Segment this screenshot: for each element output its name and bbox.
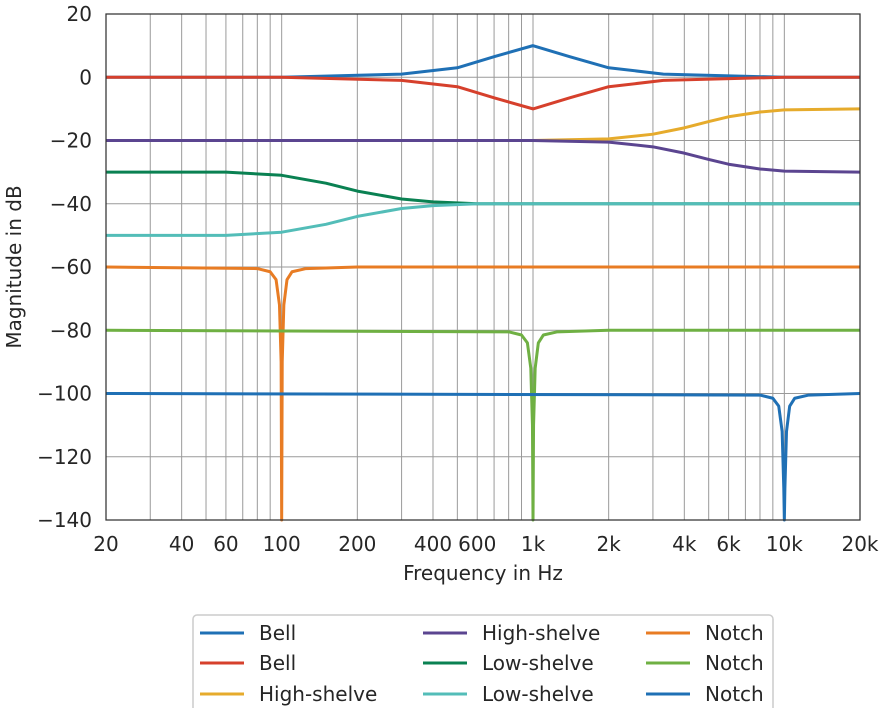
y-tick-label: −40 [50, 192, 92, 216]
legend-label: Notch [705, 682, 764, 706]
x-tick-label: 6k [716, 532, 741, 556]
series-line-3 [106, 107, 861, 142]
legend-label: High-shelve [482, 621, 600, 645]
legend-label: Low-shelve [482, 682, 594, 706]
legend-label: Low-shelve [482, 651, 594, 675]
plot-frame [105, 13, 861, 521]
y-tick-label: −20 [50, 129, 92, 153]
y-tick-label: −100 [37, 382, 92, 406]
series-line-4 [106, 139, 861, 174]
y-tick-label: 20 [67, 2, 92, 26]
series-line-6 [106, 202, 860, 237]
x-tick-label: 4k [672, 532, 697, 556]
y-tick-label: −140 [37, 508, 92, 532]
x-tick-label: 1k [521, 532, 546, 556]
x-tick-label: 20k [841, 532, 878, 556]
series-line-2 [106, 75, 860, 111]
series-lines [105, 44, 861, 522]
series-line-7 [105, 265, 860, 522]
legend-label: High-shelve [259, 682, 377, 706]
x-tick-label: 2k [597, 532, 622, 556]
x-tick-label: 20 [93, 532, 118, 556]
legend-label: Notch [705, 621, 764, 645]
x-tick-label: 400 [414, 532, 452, 556]
legend: Bell Bell High-shelve High-shelve Low-shelve… [192, 614, 774, 708]
y-tick-label: −120 [37, 445, 92, 469]
y-tick-label: −80 [50, 318, 92, 342]
x-tick-labels: 20 40 60 100 200 400 600 1k 2k 4k 6k 10k 20k [93, 532, 879, 556]
x-tick-label: 10k [766, 532, 803, 556]
y-axis-label: Magnitude in dB [2, 185, 26, 348]
legend-box [192, 614, 774, 708]
legend-label: Bell [259, 651, 296, 675]
x-axis-label: Frequency in Hz [403, 561, 563, 585]
legend-label: Notch [705, 651, 764, 675]
y-tick-label: 0 [79, 65, 92, 89]
series-line-8 [105, 328, 860, 522]
y-tick-label: −60 [50, 255, 92, 279]
x-tick-label: 40 [169, 532, 194, 556]
legend-label: Bell [259, 621, 296, 645]
x-tick-label: 60 [213, 532, 238, 556]
x-tick-label: 200 [338, 532, 376, 556]
series-line-1 [106, 44, 860, 79]
x-tick-label: 600 [458, 532, 496, 556]
x-tick-label: 100 [263, 532, 301, 556]
y-tick-labels: 20 0 −20 −40 −60 −80 −100 −120 −140 [37, 2, 92, 532]
